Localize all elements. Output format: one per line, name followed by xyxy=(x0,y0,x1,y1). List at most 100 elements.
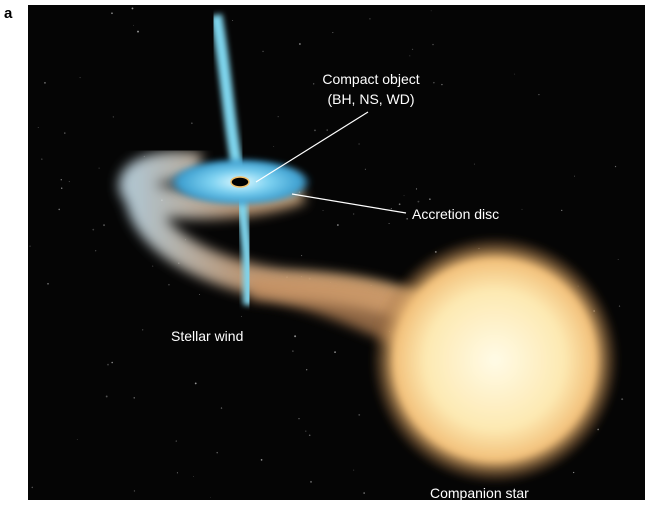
star-dot xyxy=(417,200,420,203)
star-dot xyxy=(41,158,43,160)
star-dot xyxy=(44,82,46,84)
star-dot xyxy=(394,76,396,79)
star-dot xyxy=(406,218,408,220)
star-dot xyxy=(617,259,619,261)
annotation: (BH, NS, WD) xyxy=(327,91,414,107)
star-dot xyxy=(76,439,78,441)
star-dot xyxy=(133,490,136,492)
star-dot xyxy=(232,20,234,21)
star-dot xyxy=(92,228,95,231)
star-dot xyxy=(111,361,113,364)
star-dot xyxy=(573,471,575,474)
star-dot xyxy=(306,369,308,371)
star-dot xyxy=(29,245,31,247)
star-dot xyxy=(132,24,134,26)
star-dot xyxy=(152,265,154,267)
leader-line xyxy=(291,193,407,214)
star-dot xyxy=(37,126,39,128)
star-dot xyxy=(308,434,311,437)
star-dot xyxy=(430,10,432,12)
star-dot xyxy=(175,440,177,442)
star-dot xyxy=(538,93,540,96)
star-dot xyxy=(107,363,109,366)
star-dot xyxy=(105,395,108,398)
star-dot xyxy=(561,209,563,211)
star-dot xyxy=(47,282,49,285)
star-dot xyxy=(210,496,211,498)
star-dot xyxy=(521,208,523,210)
star-dot xyxy=(133,397,135,399)
star-dot xyxy=(137,30,139,33)
star-dot xyxy=(310,480,312,483)
annotation: Compact object xyxy=(322,71,419,87)
star-dot xyxy=(98,167,100,169)
star-dot xyxy=(61,187,63,189)
star-dot xyxy=(614,165,617,168)
star-dot xyxy=(194,382,197,385)
star-dot xyxy=(415,188,418,190)
star-dot xyxy=(216,451,218,454)
star-dot xyxy=(292,350,294,352)
star-dot xyxy=(68,181,70,183)
star-dot xyxy=(618,305,621,307)
star-dot xyxy=(95,250,97,252)
star-dot xyxy=(312,83,315,85)
star-dot xyxy=(298,43,301,46)
star-dot xyxy=(411,48,414,51)
star-dot xyxy=(358,143,360,145)
compact-object xyxy=(230,176,250,188)
star-dot xyxy=(353,213,355,215)
star-dot xyxy=(277,115,279,118)
star-dot xyxy=(193,476,194,478)
star-dot xyxy=(334,351,336,353)
star-dot xyxy=(273,145,275,147)
star-dot xyxy=(112,116,115,118)
star-dot xyxy=(514,73,516,75)
annotation: Stellar wind xyxy=(171,328,243,344)
star-dot xyxy=(390,208,392,210)
star-dot xyxy=(305,430,307,432)
panel-label: a xyxy=(4,5,13,22)
star-dot xyxy=(433,81,435,84)
star-dot xyxy=(294,335,297,338)
star-dot xyxy=(142,329,144,331)
star-dot xyxy=(573,175,576,177)
leader-line xyxy=(255,111,369,183)
star-dot xyxy=(369,18,371,20)
star-dot xyxy=(198,293,200,295)
star-dot xyxy=(301,255,303,257)
star-dot xyxy=(262,50,264,53)
star-dot xyxy=(621,398,624,401)
star-dot xyxy=(353,469,355,471)
star-dot xyxy=(298,417,300,420)
star-dot xyxy=(103,224,106,227)
star-dot xyxy=(363,492,365,494)
star-dot xyxy=(388,223,390,225)
star-dot xyxy=(322,210,324,212)
star-dot xyxy=(64,132,66,134)
annotation: Accretion disc xyxy=(412,206,499,222)
star-dot xyxy=(220,407,223,409)
star-dot xyxy=(131,7,134,10)
star-dot xyxy=(31,486,34,489)
star-dot xyxy=(191,122,193,125)
star-dot xyxy=(260,459,263,461)
annotation: Companion star xyxy=(430,485,529,501)
star-dot xyxy=(60,179,62,181)
star-dot xyxy=(409,55,411,57)
star-dot xyxy=(473,163,475,165)
star-dot xyxy=(332,31,334,34)
star-dot xyxy=(441,83,443,86)
star-dot xyxy=(168,283,170,286)
star-dot xyxy=(403,195,405,197)
star-dot xyxy=(79,77,81,79)
star-dot xyxy=(58,208,61,211)
star-dot xyxy=(241,316,242,318)
star-dot xyxy=(111,12,113,15)
companion-star xyxy=(370,235,620,485)
star-dot xyxy=(176,472,178,474)
star-dot xyxy=(326,129,328,131)
star-dot xyxy=(364,168,366,170)
star-dot xyxy=(432,43,434,46)
